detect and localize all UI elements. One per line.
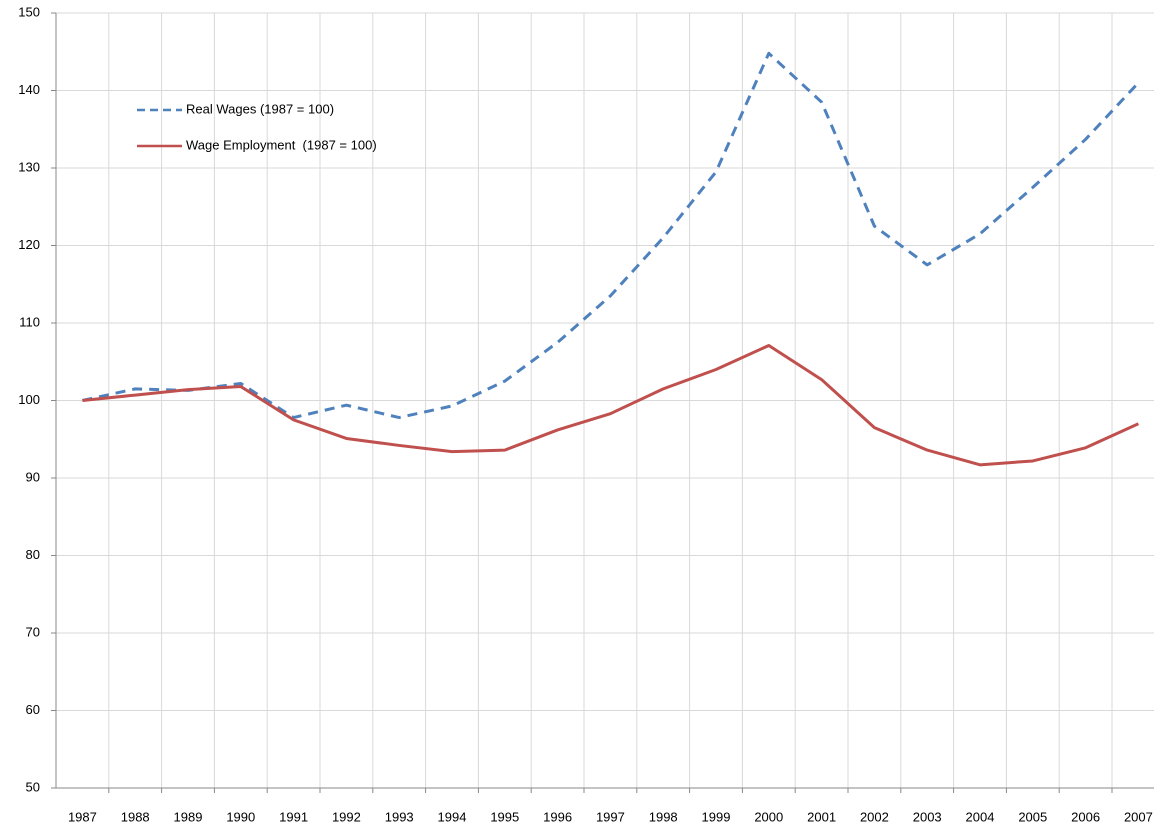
y-tick-label: 140 (18, 82, 40, 97)
x-tick-label: 1997 (596, 809, 625, 824)
y-tick-label: 110 (19, 314, 40, 329)
series-line (82, 51, 1140, 420)
legend-label: Wage Employment (1987 = 100) (186, 137, 377, 152)
x-tick-label: 1998 (649, 809, 678, 824)
y-tick-label: 100 (18, 392, 40, 407)
series-line (82, 343, 1140, 467)
y-tick-label: 150 (18, 4, 40, 19)
x-tick-label: 2001 (807, 809, 836, 824)
x-tick-label: 1992 (332, 809, 361, 824)
x-tick-label: 1996 (543, 809, 572, 824)
y-tick-label: 50 (26, 779, 40, 794)
x-tick-label: 2004 (966, 809, 995, 824)
legend-label: Real Wages (1987 = 100) (186, 101, 334, 116)
y-tick-label: 70 (26, 624, 40, 639)
x-tick-label: 1991 (279, 809, 308, 824)
x-tick-label: 2007 (1124, 809, 1153, 824)
x-tick-label: 2006 (1071, 809, 1100, 824)
y-tick-label: 130 (18, 159, 40, 174)
x-tick-label: 2005 (1018, 809, 1047, 824)
x-tick-label: 2003 (913, 809, 942, 824)
x-tick-label: 1987 (68, 809, 97, 824)
y-tick-label: 120 (18, 237, 40, 252)
y-tick-label: 60 (26, 702, 40, 717)
y-tick-label: 90 (26, 469, 40, 484)
x-tick-label: 1989 (174, 809, 203, 824)
x-tick-label: 2002 (860, 809, 889, 824)
x-tick-label: 1988 (121, 809, 150, 824)
x-tick-label: 2000 (754, 809, 783, 824)
x-tick-label: 1995 (490, 809, 519, 824)
x-tick-label: 1993 (385, 809, 414, 824)
x-tick-label: 1990 (226, 809, 255, 824)
y-tick-label: 80 (26, 547, 40, 562)
x-tick-label: 1994 (438, 809, 467, 824)
x-tick-label: 1999 (702, 809, 731, 824)
